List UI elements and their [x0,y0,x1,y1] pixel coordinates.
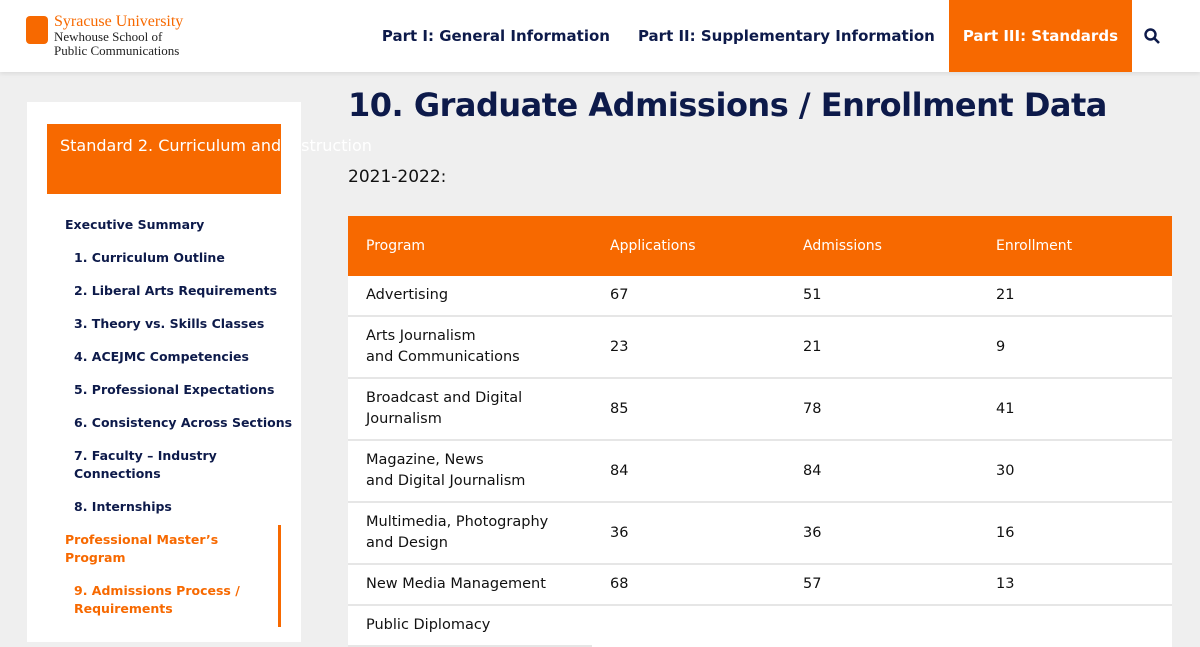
logo-line: Public Communications [54,43,180,58]
search-icon[interactable] [1144,28,1160,44]
table-header: Program Applications Admissions Enrollment [348,216,1172,276]
sidebar-item[interactable]: 8. Internships [74,499,172,514]
sidebar-item[interactable]: Executive Summary [65,217,205,232]
table-cell: 84 [592,440,785,503]
table-row: Magazine, News and Digital Journalism 84 8… [348,440,1172,503]
column-header: Applications [592,216,785,276]
table-cell: 41 [978,378,1172,441]
logo-text: Syracuse University Newhouse School of Pub… [54,14,183,58]
sidebar-item[interactable]: 6. Consistency Across Sections [74,415,293,430]
column-header: Enrollment [978,216,1172,276]
table-cell: 67 [592,276,785,317]
table-cell: 9 [978,316,1172,379]
sidebar-item[interactable]: 9. Admissions Process / Requirements [27,576,281,627]
table-cell: Public Diplomacy [348,605,592,647]
table-cell: 21 [978,276,1172,317]
nav-item[interactable]: Part II: Supplementary Information [637,27,935,45]
table-cell: Advertising [348,276,592,317]
sidebar-item[interactable]: 2. Liberal Arts Requirements [74,283,278,298]
table-cell: 85 [592,378,785,441]
table-cell: 13 [978,564,1172,606]
column-header: Program [348,216,592,276]
nav-item[interactable]: Part I: General Information [381,27,610,45]
sidebar-item[interactable]: 5. Professional Expectations [74,382,275,397]
sidebar: Standard 2. Curriculum and Instruction E… [27,102,372,642]
sidebar-item[interactable]: Professional Master’s Program [27,525,281,576]
subtitle: 2021-2022: [348,167,447,187]
sidebar-item[interactable]: 1. Curriculum Outline [74,250,225,265]
table-cell: 36 [785,502,978,565]
table-row: Arts Journalism and Communications 23 21 9 [348,316,1172,379]
table-cell: 57 [785,564,978,606]
column-header: Admissions [785,216,978,276]
table-cell: 68 [592,564,785,606]
table-row: Multimedia, Photography and Design 36 36 16 [348,502,1172,565]
table-cell: 21 [785,316,978,379]
logo-mark [26,16,48,44]
table-cell: Broadcast and Digital Journalism [348,378,592,441]
sidebar-item[interactable]: 7. Faculty – Industry Connections [74,448,217,481]
table-cell: New Media Management [348,564,592,606]
sidebar-heading: Standard 2. Curriculum and Instruction [47,124,372,194]
table-cell: 51 [785,276,978,317]
logo-line: Syracuse University [54,13,184,30]
sidebar-item[interactable]: 4. ACEJMC Competencies [74,349,249,364]
table-cell: 36 [592,502,785,565]
table-cell: Multimedia, Photography and Design [348,502,592,565]
sidebar-list: Executive Summary 1. Curriculum Outline 2.… [27,210,301,627]
header: Syracuse University Newhouse School of Pub… [0,0,1200,72]
nav-item[interactable]: Part III: Standards [948,0,1132,72]
table-cell: Arts Journalism and Communications [348,316,592,379]
table-cell: Magazine, News and Digital Journalism [348,440,592,503]
nav: Part I: General Information Part II: Supp… [368,0,1132,72]
table-cell: 23 [592,316,785,379]
table-cell: 30 [978,440,1172,503]
sidebar-item[interactable]: 3. Theory vs. Skills Classes [74,316,265,331]
table-row: Advertising 67 51 21 [348,276,1172,317]
table-cell: 78 [785,378,978,441]
table-cell: 84 [785,440,978,503]
logo-line: Newhouse School of [54,29,163,44]
table-row: Public Diplomacy [348,605,1172,647]
table-row: Broadcast and Digital Journalism 85 78 41 [348,378,1172,441]
data-table: Program Applications Admissions Enrollment A… [348,216,1172,647]
table-cell: 16 [978,502,1172,565]
page-title: 10. Graduate Admissions / Enrollment Dat… [348,86,1107,124]
table-row: New Media Management 68 57 13 [348,564,1172,606]
